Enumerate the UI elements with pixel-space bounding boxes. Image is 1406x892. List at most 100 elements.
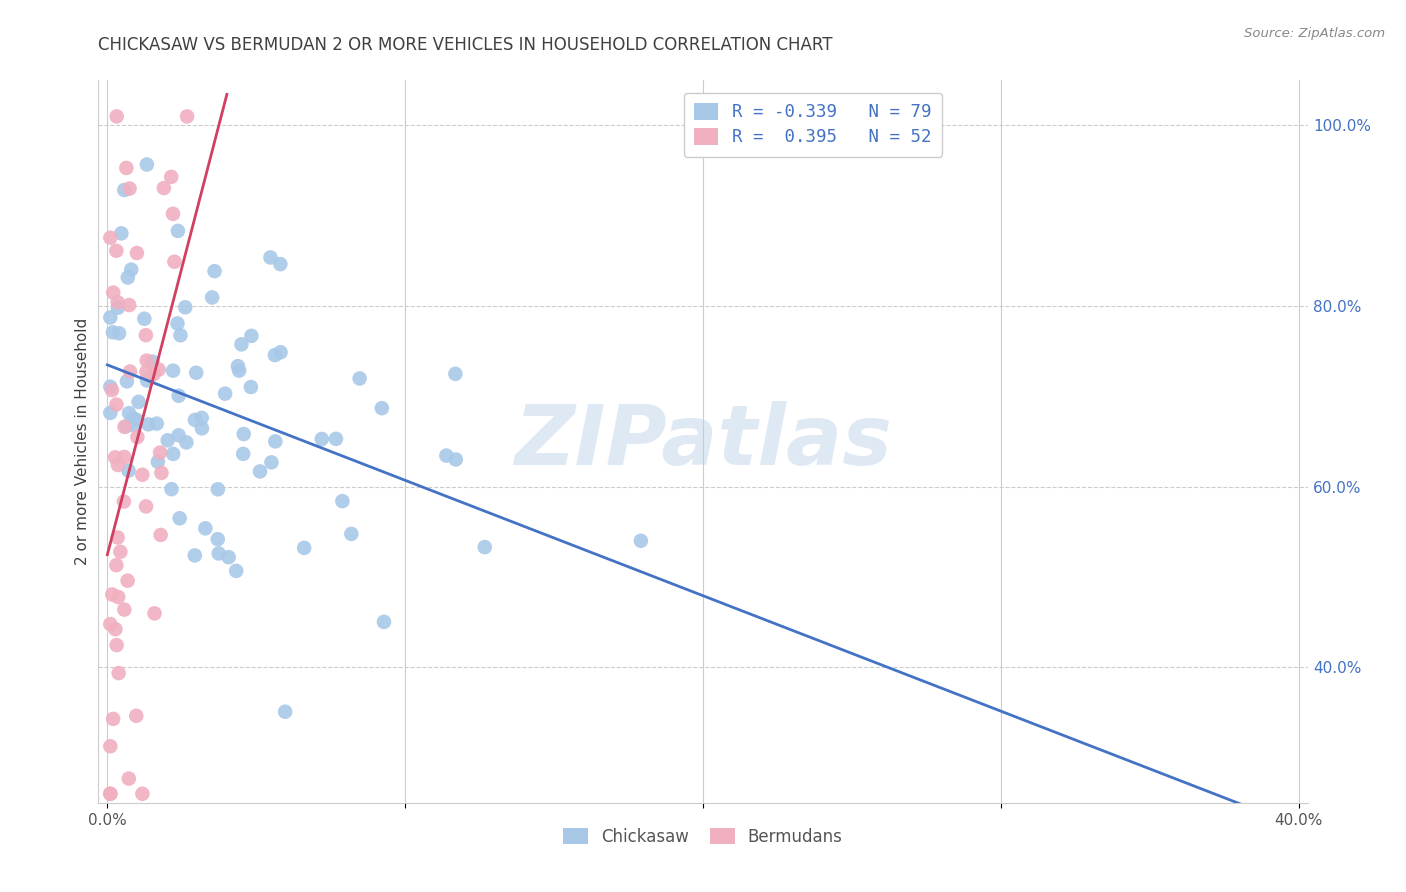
Point xyxy=(167,224,190,238)
Point xyxy=(105,398,128,412)
Point xyxy=(146,455,169,469)
Point xyxy=(160,169,183,184)
Point xyxy=(98,739,121,754)
Point xyxy=(115,375,138,389)
Point xyxy=(228,363,250,377)
Point xyxy=(167,389,190,403)
Point xyxy=(166,317,188,331)
Point xyxy=(332,494,354,508)
Point xyxy=(134,311,156,326)
Point xyxy=(104,622,127,636)
Point xyxy=(135,353,157,368)
Point xyxy=(231,337,253,351)
Point xyxy=(107,458,129,472)
Point xyxy=(148,362,170,376)
Text: CHICKASAW VS BERMUDAN 2 OR MORE VEHICLES IN HOUSEHOLD CORRELATION CHART: CHICKASAW VS BERMUDAN 2 OR MORE VEHICLES… xyxy=(98,36,832,54)
Point xyxy=(107,531,129,545)
Point xyxy=(186,366,208,380)
Point xyxy=(176,435,198,450)
Point xyxy=(105,109,128,123)
Point xyxy=(249,465,271,479)
Point xyxy=(264,434,287,449)
Point xyxy=(162,364,184,378)
Point xyxy=(104,450,127,465)
Point xyxy=(162,447,184,461)
Point xyxy=(98,617,121,632)
Point xyxy=(191,421,214,435)
Point xyxy=(149,528,172,542)
Point xyxy=(110,545,132,559)
Point xyxy=(232,427,254,442)
Point xyxy=(434,449,457,463)
Point xyxy=(125,413,148,427)
Point xyxy=(194,521,217,535)
Point xyxy=(101,712,124,726)
Point xyxy=(118,406,141,420)
Point xyxy=(117,464,139,478)
Point xyxy=(135,500,157,514)
Legend: Chickasaw, Bermudans: Chickasaw, Bermudans xyxy=(557,821,849,852)
Point xyxy=(107,295,129,310)
Point xyxy=(98,787,121,801)
Point xyxy=(444,452,467,467)
Point xyxy=(174,301,197,315)
Point xyxy=(160,482,183,496)
Point xyxy=(101,587,124,601)
Point xyxy=(145,417,167,431)
Point xyxy=(115,419,138,434)
Point xyxy=(162,207,184,221)
Point xyxy=(201,290,224,304)
Point xyxy=(105,638,128,652)
Point xyxy=(131,467,153,482)
Point xyxy=(292,541,315,555)
Point xyxy=(105,244,128,258)
Point xyxy=(107,590,129,604)
Point xyxy=(125,246,148,260)
Point xyxy=(108,326,131,341)
Point xyxy=(98,406,121,420)
Point xyxy=(259,251,281,265)
Point xyxy=(107,666,129,681)
Point xyxy=(204,264,226,278)
Point xyxy=(136,374,159,388)
Point xyxy=(114,420,136,434)
Point xyxy=(131,787,153,801)
Point xyxy=(122,418,145,433)
Point xyxy=(371,401,394,416)
Point xyxy=(107,301,129,315)
Point xyxy=(156,434,179,448)
Point xyxy=(264,348,287,362)
Point xyxy=(112,450,135,464)
Point xyxy=(167,428,190,442)
Point xyxy=(98,231,121,245)
Point xyxy=(176,109,198,123)
Point xyxy=(138,417,160,432)
Point xyxy=(118,364,141,378)
Point xyxy=(150,466,173,480)
Point xyxy=(444,367,467,381)
Point xyxy=(98,310,121,325)
Point xyxy=(630,533,652,548)
Text: ZIPatlas: ZIPatlas xyxy=(515,401,891,482)
Point xyxy=(128,395,150,409)
Point xyxy=(260,455,283,469)
Point xyxy=(110,227,132,241)
Point xyxy=(169,511,191,525)
Point xyxy=(135,365,157,379)
Point xyxy=(118,298,141,312)
Point xyxy=(190,411,212,425)
Point xyxy=(207,483,229,497)
Point xyxy=(135,328,157,343)
Point xyxy=(208,546,231,560)
Point xyxy=(112,183,135,197)
Point xyxy=(142,368,165,382)
Point xyxy=(325,432,347,446)
Point xyxy=(184,549,207,563)
Point xyxy=(232,447,254,461)
Point xyxy=(270,345,292,359)
Point xyxy=(117,574,139,588)
Point xyxy=(115,161,138,175)
Point xyxy=(169,328,191,343)
Point xyxy=(101,326,124,340)
Point xyxy=(225,564,247,578)
